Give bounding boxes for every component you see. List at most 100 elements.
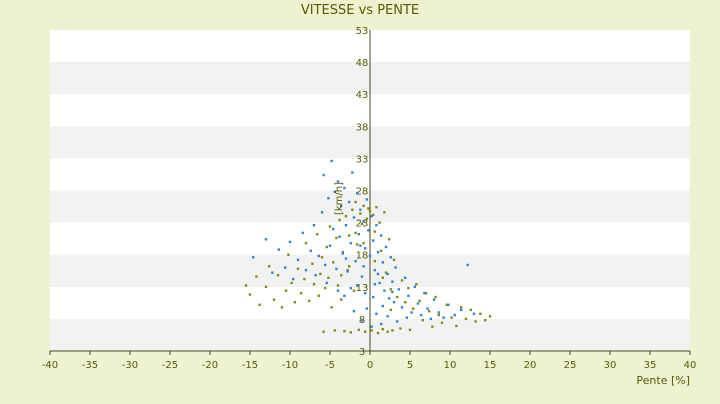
data-point: [287, 253, 290, 256]
data-point: [384, 245, 388, 249]
data-point: [364, 330, 367, 333]
data-point: [450, 316, 453, 319]
data-point: [360, 222, 364, 226]
data-point: [264, 285, 268, 288]
data-point: [370, 329, 373, 332]
x-tick-label: -35: [82, 360, 98, 371]
data-point: [370, 214, 373, 218]
data-point: [464, 317, 468, 321]
data-point: [343, 294, 346, 297]
x-axis-ticks: [49, 351, 691, 355]
data-point: [346, 268, 349, 272]
x-tick-label: 10: [444, 360, 457, 371]
data-point: [434, 295, 437, 299]
data-point: [268, 265, 271, 268]
data-point: [340, 298, 343, 301]
data-point: [362, 204, 365, 208]
data-point: [309, 249, 312, 253]
data-point: [324, 286, 327, 290]
data-point: [404, 276, 407, 280]
data-point: [397, 288, 400, 291]
data-point: [376, 272, 380, 276]
data-point: [338, 235, 341, 238]
data-point: [375, 312, 378, 315]
data-point: [365, 217, 368, 220]
data-point: [378, 281, 381, 285]
data-point: [290, 281, 293, 285]
data-point: [442, 316, 445, 319]
data-point: [429, 317, 432, 321]
data-point: [322, 173, 325, 177]
data-point: [421, 318, 424, 322]
y-tick-label: 43: [356, 90, 369, 101]
data-point: [341, 252, 344, 255]
data-point: [367, 229, 370, 232]
x-tick-label: 25: [564, 360, 577, 371]
data-point: [340, 274, 343, 277]
data-point: [391, 290, 394, 294]
data-point: [453, 313, 456, 317]
y-tick-label: 3: [359, 347, 365, 358]
data-point: [356, 191, 359, 195]
data-point: [330, 159, 333, 163]
data-point: [348, 234, 351, 237]
data-point: [357, 328, 360, 332]
data-point: [362, 265, 365, 268]
data-points: [244, 159, 492, 335]
data-point: [346, 270, 349, 273]
data-point: [391, 280, 394, 283]
x-tick-label: -20: [202, 360, 218, 371]
data-point: [324, 263, 327, 267]
data-point: [380, 249, 383, 253]
data-point: [445, 303, 448, 306]
data-point: [348, 200, 351, 204]
data-point: [460, 308, 463, 312]
data-point: [373, 283, 376, 286]
data-point: [325, 245, 328, 249]
data-point: [472, 312, 476, 315]
data-point: [437, 313, 440, 317]
data-point: [373, 259, 376, 263]
data-point: [362, 241, 365, 245]
data-point: [349, 331, 352, 334]
data-point: [354, 259, 357, 263]
data-point: [372, 295, 375, 299]
data-point: [386, 272, 389, 276]
data-point: [312, 283, 316, 286]
data-point: [296, 258, 300, 262]
y-tick-label: 33: [356, 154, 369, 165]
data-point: [426, 307, 429, 310]
data-point: [359, 212, 362, 215]
data-point: [415, 283, 418, 286]
x-axis-tick-labels: -40 -35 -30 -25 -20 -15 -10 -5 0 5 10 15 20 25 30 35 40: [42, 360, 697, 371]
data-point: [404, 301, 407, 304]
data-point: [340, 204, 343, 208]
data-point: [383, 211, 386, 214]
data-point: [264, 238, 268, 241]
data-point: [312, 223, 316, 227]
data-point: [378, 221, 381, 224]
data-point: [396, 295, 399, 299]
data-point: [317, 294, 320, 297]
data-point: [466, 263, 469, 267]
data-point: [314, 274, 317, 277]
data-point: [420, 313, 423, 317]
data-point: [375, 223, 378, 227]
data-point: [400, 279, 404, 282]
data-point: [252, 256, 255, 259]
data-point: [284, 289, 288, 292]
data-point: [368, 254, 372, 258]
data-point: [381, 304, 384, 308]
data-point: [248, 293, 252, 296]
data-point: [389, 256, 392, 259]
data-point: [370, 325, 373, 328]
data-point: [373, 230, 376, 233]
data-point: [392, 258, 396, 262]
data-point: [271, 271, 274, 274]
data-point: [349, 241, 352, 245]
data-point: [288, 240, 292, 244]
data-point: [474, 320, 477, 323]
y-tick-label: 38: [356, 122, 369, 133]
y-axis-title: [km/h]: [334, 182, 345, 215]
